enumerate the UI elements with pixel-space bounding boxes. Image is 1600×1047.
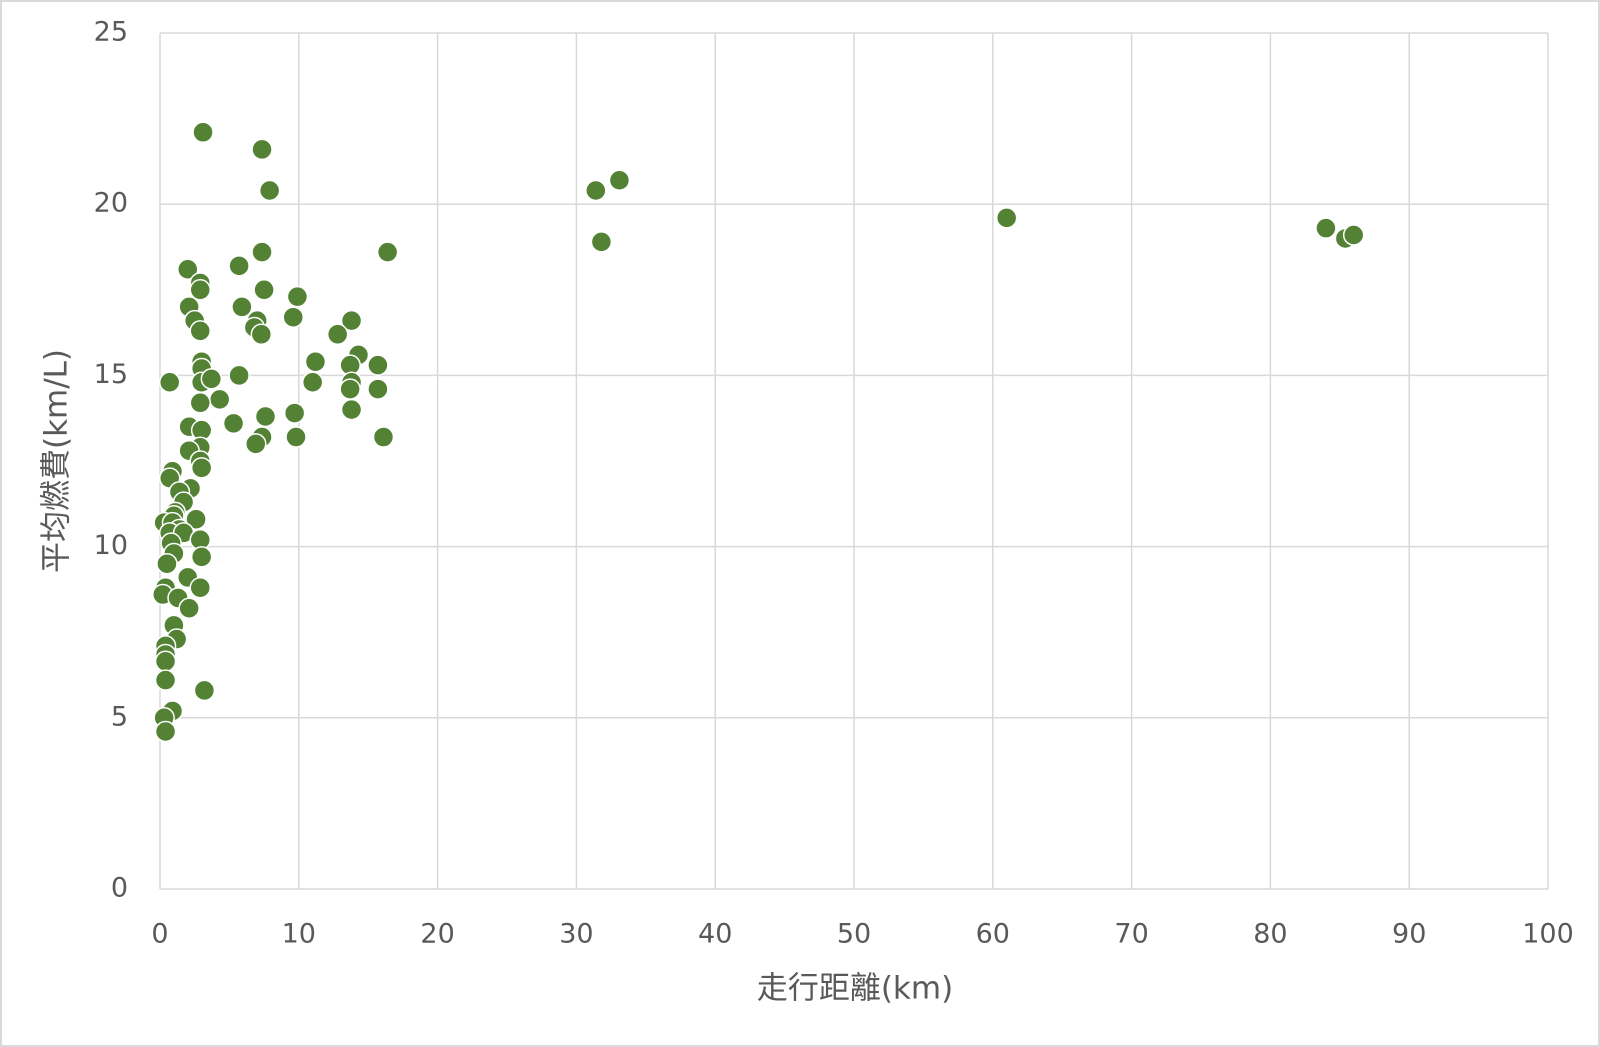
point: [245, 433, 267, 455]
point: [250, 323, 273, 346]
y-tick-label: 10: [94, 530, 128, 561]
point: [185, 508, 207, 530]
point: [200, 368, 223, 390]
x-tick-label: 50: [837, 919, 871, 950]
y-tick-label: 5: [111, 701, 128, 732]
point: [190, 457, 213, 479]
point: [154, 650, 177, 673]
point: [995, 207, 1018, 229]
point: [192, 121, 214, 144]
point: [301, 371, 324, 393]
y-tick-label: 25: [94, 17, 128, 48]
x-tick-label: 100: [1522, 919, 1574, 950]
point: [208, 388, 231, 411]
x-tick-label: 0: [151, 919, 168, 950]
point: [340, 309, 363, 332]
point: [177, 258, 199, 281]
point: [367, 378, 389, 400]
x-tick-label: 90: [1392, 919, 1426, 950]
point: [158, 371, 181, 393]
x-tick-label: 40: [698, 919, 732, 950]
y-tick-label: 20: [94, 188, 128, 219]
y-tick-label: 15: [94, 359, 128, 390]
point: [339, 378, 361, 400]
point: [283, 402, 306, 424]
point: [282, 306, 304, 328]
point: [156, 552, 178, 575]
x-tick-label: 60: [976, 919, 1010, 950]
point: [254, 405, 277, 428]
point: [154, 720, 177, 743]
point: [340, 398, 363, 421]
point: [304, 350, 327, 373]
x-axis-title: 走行距離(km): [757, 971, 953, 1007]
point: [253, 279, 275, 301]
point: [608, 169, 631, 191]
y-tick-label: 0: [111, 873, 128, 904]
x-tick-label: 70: [1114, 919, 1148, 950]
point: [228, 364, 250, 387]
point: [189, 576, 212, 599]
point: [326, 323, 349, 346]
x-tick-label: 30: [559, 919, 593, 950]
point: [231, 296, 253, 318]
point: [222, 412, 245, 435]
y-axis-title: 平均燃費(km/L): [39, 349, 75, 573]
point: [190, 546, 213, 568]
point: [258, 179, 281, 202]
point: [1315, 217, 1337, 239]
point: [154, 669, 177, 691]
point: [372, 426, 395, 448]
x-tick-label: 20: [420, 919, 454, 950]
x-tick-label: 80: [1253, 919, 1287, 950]
point: [189, 392, 212, 414]
point: [251, 241, 273, 263]
point: [251, 138, 273, 161]
point: [367, 354, 389, 376]
point: [376, 241, 399, 263]
point: [178, 597, 200, 619]
point: [193, 679, 216, 702]
point: [590, 231, 613, 253]
x-tick-label: 10: [282, 919, 316, 950]
point: [189, 320, 212, 342]
point: [286, 285, 309, 308]
point: [1342, 224, 1365, 246]
point: [228, 255, 250, 277]
point: [585, 179, 607, 202]
point: [189, 279, 212, 301]
point: [285, 426, 307, 448]
